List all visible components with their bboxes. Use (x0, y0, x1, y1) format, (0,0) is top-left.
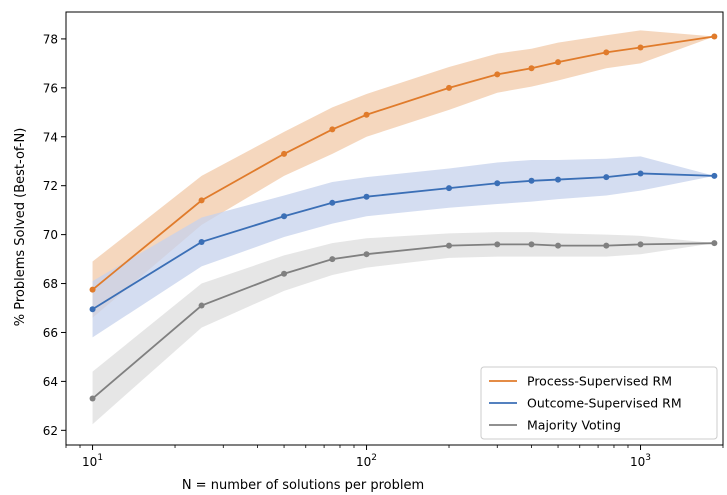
series-lines (91, 35, 715, 400)
data-point (281, 150, 288, 157)
data-point (555, 59, 562, 66)
data-point (198, 238, 205, 245)
legend-label: Majority Voting (527, 418, 621, 433)
confidence-band-0 (92, 30, 715, 318)
data-point (494, 180, 501, 187)
y-tick-label: 68 (43, 277, 58, 291)
data-point (89, 286, 96, 293)
data-point (711, 172, 718, 179)
data-point (555, 242, 562, 249)
y-tick-label: 62 (43, 424, 58, 438)
y-tick-label: 64 (43, 375, 58, 389)
confidence-band-2 (92, 232, 715, 425)
data-point (89, 395, 96, 402)
data-point (198, 197, 205, 204)
data-point (363, 193, 370, 200)
data-point (603, 174, 610, 181)
y-tick-label: 74 (43, 130, 58, 144)
y-tick-label: 66 (43, 326, 58, 340)
data-point (528, 177, 535, 184)
y-axis: 62 64 66 68 70 72 74 76 78 (43, 32, 66, 438)
data-point (329, 256, 336, 263)
legend-box (480, 366, 718, 440)
data-point (603, 242, 610, 249)
data-point (281, 213, 288, 220)
data-point (281, 270, 288, 277)
data-point (363, 111, 370, 118)
y-tick-label: 78 (43, 32, 58, 46)
data-point (637, 241, 644, 248)
legend-label: Process-Supervised RM (527, 374, 672, 389)
legend: Process-Supervised RM Outcome-Supervised … (480, 366, 718, 440)
data-point (198, 302, 205, 309)
y-tick-label: 70 (43, 228, 58, 242)
data-point (555, 176, 562, 183)
data-point (711, 240, 718, 247)
data-point (446, 84, 453, 91)
x-tick-label: 102 (356, 453, 377, 469)
data-point (494, 241, 501, 248)
confidence-bands (92, 30, 715, 425)
series-points (89, 33, 718, 402)
data-point (637, 170, 644, 177)
y-tick-label: 72 (43, 179, 58, 193)
data-point (528, 65, 535, 72)
data-point (446, 242, 453, 249)
x-axis: 101 102 103 (65, 445, 724, 469)
series-line-0 (91, 35, 715, 291)
data-point (89, 306, 96, 313)
x-axis-label: N = number of solutions per problem (182, 478, 424, 493)
x-tick-label: 101 (82, 453, 103, 469)
data-point (494, 71, 501, 78)
series-line-2 (91, 242, 715, 400)
x-tick-label: 103 (630, 453, 651, 469)
data-point (329, 199, 336, 206)
data-point (329, 126, 336, 133)
data-point (603, 49, 610, 56)
plot-area-frame (65, 11, 724, 446)
data-point (637, 44, 644, 51)
data-point (711, 33, 718, 40)
data-point (446, 185, 453, 192)
data-point (528, 241, 535, 248)
series-line-1 (92, 172, 715, 310)
y-tick-label: 76 (43, 81, 58, 95)
legend-label: Outcome-Supervised RM (527, 396, 682, 411)
data-point (363, 251, 370, 258)
y-axis-label: % Problems Solved (Best-of-N) (13, 128, 28, 327)
